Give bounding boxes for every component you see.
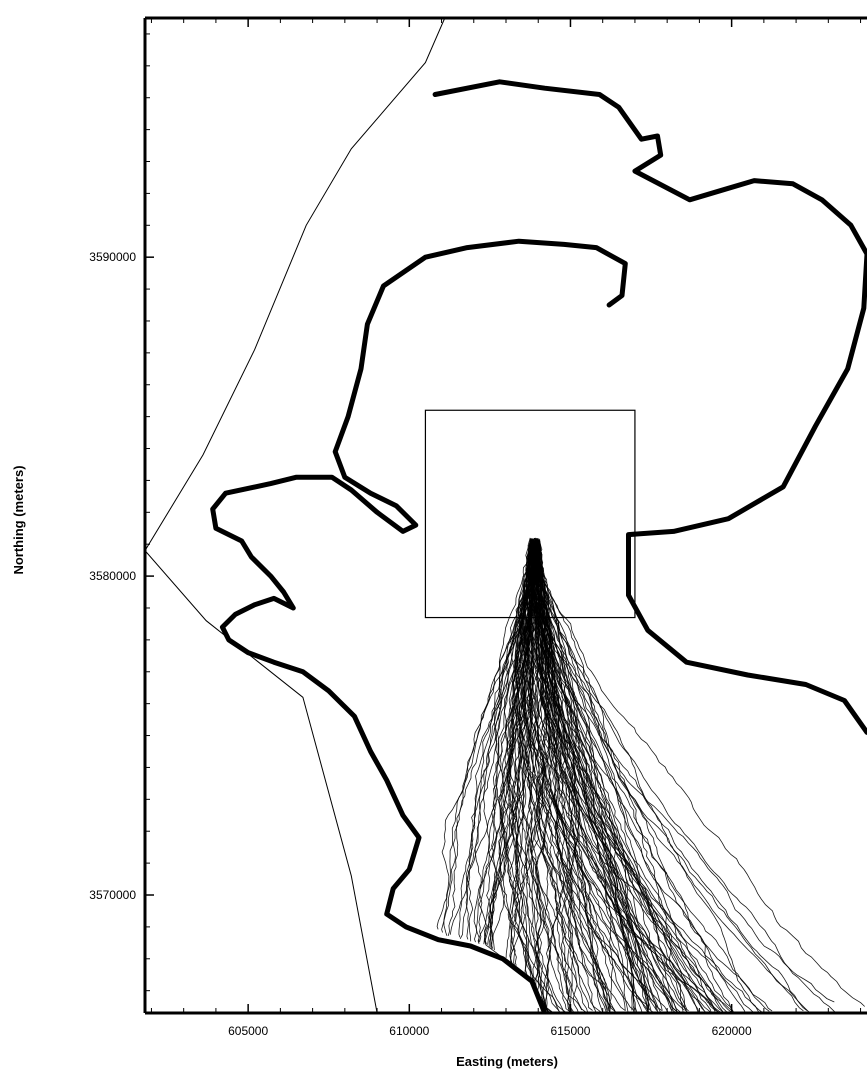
trajectory-line bbox=[501, 542, 553, 1013]
trajectory-line bbox=[530, 538, 764, 1013]
trajectory-line bbox=[526, 543, 549, 1001]
trajectory-line bbox=[529, 543, 734, 1013]
y-axis-title: Northing (meters) bbox=[11, 465, 26, 574]
trajectory-line bbox=[532, 538, 688, 1013]
x-tick-label: 615000 bbox=[550, 1024, 590, 1038]
trajectory-line bbox=[535, 542, 635, 1013]
trajectory-line bbox=[538, 542, 865, 1007]
x-tick-label: 605000 bbox=[228, 1024, 268, 1038]
trajectory-line bbox=[532, 541, 609, 1012]
trajectory-line bbox=[465, 542, 536, 940]
trajectory-line bbox=[514, 539, 617, 1013]
trajectory-line bbox=[534, 539, 835, 1013]
x-tick-label: 610000 bbox=[389, 1024, 429, 1038]
trajectory-line bbox=[486, 539, 531, 945]
model-domain-boundary bbox=[145, 18, 446, 1013]
trajectory-line bbox=[478, 540, 533, 958]
trajectory-line bbox=[525, 538, 686, 1011]
y-tick-label: 3570000 bbox=[89, 888, 136, 902]
trajectory-line bbox=[538, 542, 810, 1013]
shoreline-east bbox=[626, 251, 867, 735]
x-axis-title: Easting (meters) bbox=[456, 1054, 558, 1069]
trajectory-line bbox=[523, 540, 689, 1012]
trajectory-line bbox=[436, 539, 542, 930]
y-tick-label: 3590000 bbox=[89, 250, 136, 264]
trajectory-line bbox=[535, 539, 684, 1012]
trajectory-line bbox=[511, 542, 567, 1013]
trajectory-line bbox=[530, 539, 558, 1012]
trajectory-line bbox=[534, 538, 759, 1013]
trajectory-line bbox=[524, 543, 707, 1013]
shoreline bbox=[210, 79, 867, 1013]
shoreline-north bbox=[432, 79, 867, 257]
release-box bbox=[424, 409, 636, 619]
trajectory-line bbox=[459, 542, 540, 939]
x-tick-label: 620000 bbox=[712, 1024, 752, 1038]
trajectory-line bbox=[533, 540, 770, 1012]
trajectory-line bbox=[534, 540, 615, 1012]
trajectory-lines bbox=[436, 537, 865, 1013]
shoreline-west bbox=[210, 238, 628, 1013]
model-domain-line bbox=[145, 18, 446, 1013]
y-tick-label: 3580000 bbox=[89, 569, 136, 583]
trajectory-line bbox=[536, 540, 638, 1013]
trajectory-line bbox=[530, 542, 678, 1012]
trajectory-line bbox=[530, 539, 700, 1012]
trajectory-line bbox=[522, 538, 685, 1011]
trajectory-line bbox=[441, 542, 539, 933]
axis-ticks: 605000 610000 615000 620000 3590000 3580000 35… bbox=[89, 18, 862, 1038]
trajectory-line bbox=[447, 542, 533, 937]
release-area-box bbox=[424, 409, 636, 619]
trajectory-line bbox=[519, 541, 658, 1012]
trajectory-line bbox=[526, 540, 629, 1012]
